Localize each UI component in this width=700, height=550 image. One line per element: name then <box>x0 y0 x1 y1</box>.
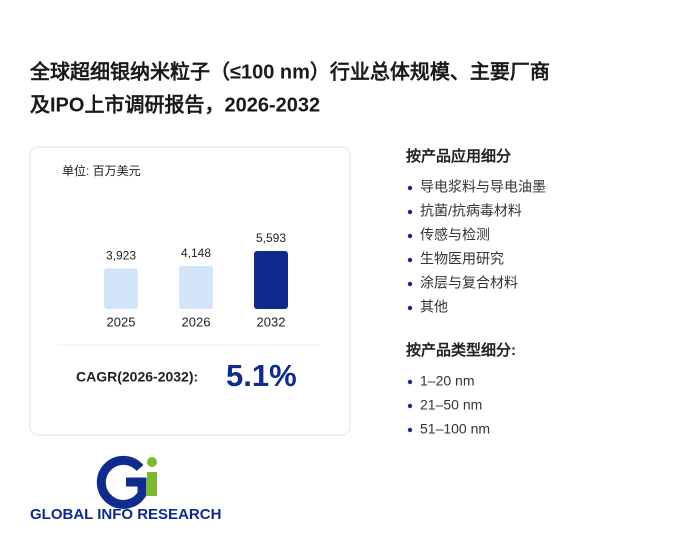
x-tick-label: 2026 <box>182 314 211 329</box>
logo-dot <box>147 457 157 467</box>
segments: 按产品应用细分导电浆料与导电油墨抗菌/抗病毒材料传感与检测生物医用研究涂层与复合… <box>406 147 546 437</box>
segment-item: 涂层与复合材料 <box>420 275 518 291</box>
x-tick-label: 2025 <box>107 314 136 329</box>
logo-i <box>147 472 157 496</box>
segment-heading: 按产品应用细分 <box>406 147 511 165</box>
bar <box>104 268 138 309</box>
bullet <box>407 427 413 433</box>
bullet <box>407 281 413 287</box>
segment-heading: 按产品类型细分: <box>406 341 516 359</box>
segment-item: 抗菌/抗病毒材料 <box>420 203 522 219</box>
x-tick-label: 2032 <box>257 314 286 329</box>
segment-item: 其他 <box>420 299 448 315</box>
cagr-value: 5.1% <box>226 358 297 393</box>
title-line: 全球超细银纳米粒子（≤100 nm）行业总体规模、主要厂商 <box>29 59 550 83</box>
bullet <box>407 257 413 263</box>
segment-item: 传感与检测 <box>420 227 490 243</box>
bar <box>179 265 213 309</box>
value-label: 5,593 <box>256 231 286 245</box>
logo-g <box>96 455 147 509</box>
logo: GLOBAL INFO RESEARCH <box>30 455 221 523</box>
logo-text: GLOBAL INFO RESEARCH <box>30 506 221 523</box>
bar <box>254 251 288 309</box>
segment-item: 21–50 nm <box>420 397 482 413</box>
cagr-label: CAGR(2026-2032): <box>76 369 198 385</box>
bullet <box>407 403 413 409</box>
segment-item: 1–20 nm <box>420 373 474 389</box>
segment-item: 导电浆料与导电油墨 <box>420 179 546 195</box>
bullet <box>407 305 413 311</box>
bullet <box>407 209 413 215</box>
segment-item: 生物医用研究 <box>420 251 504 267</box>
bullet <box>407 233 413 239</box>
bullet <box>407 379 413 385</box>
title-line: 及IPO上市调研报告，2026-2032 <box>30 92 320 116</box>
segment-item: 51–100 nm <box>420 421 490 437</box>
bullet <box>407 185 413 191</box>
value-label: 3,923 <box>106 248 136 262</box>
unit-label: 单位: 百万美元 <box>62 163 141 178</box>
value-label: 4,148 <box>181 246 211 260</box>
